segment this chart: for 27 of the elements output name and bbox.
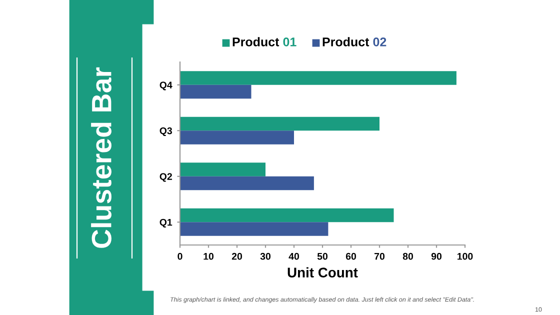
x-tick-label: 60 bbox=[346, 252, 356, 260]
bar bbox=[180, 84, 252, 99]
x-tick-label: 10 bbox=[204, 252, 214, 260]
x-axis-title: Unit Count bbox=[288, 267, 358, 278]
legend-label: Product 01 bbox=[232, 37, 296, 46]
bar bbox=[180, 71, 456, 85]
bar bbox=[180, 208, 394, 222]
x-tick-label: 20 bbox=[232, 252, 242, 260]
text: Clustered Bar bbox=[91, 67, 112, 248]
y-tick-label: Q2 bbox=[160, 173, 172, 182]
y-tick-label: Q1 bbox=[160, 218, 172, 228]
x-tick-label: 70 bbox=[374, 252, 385, 260]
x-tick-label: 100 bbox=[458, 252, 473, 260]
x-tick-label: 50 bbox=[317, 252, 328, 260]
bar bbox=[180, 162, 266, 176]
bar bbox=[180, 116, 380, 131]
y-tick-label: Q3 bbox=[160, 127, 172, 136]
y-tick-label: Q4 bbox=[160, 82, 172, 90]
x-tick-label: 80 bbox=[402, 252, 414, 260]
legend-label: Product 02 bbox=[322, 37, 386, 46]
bar bbox=[180, 222, 328, 236]
x-tick-label: 90 bbox=[431, 252, 442, 260]
bar bbox=[180, 130, 294, 144]
x-tick-label: 40 bbox=[288, 252, 300, 260]
x-tick-label: 30 bbox=[260, 252, 271, 260]
bar bbox=[180, 176, 314, 190]
x-tick-label: 0 bbox=[178, 252, 182, 260]
